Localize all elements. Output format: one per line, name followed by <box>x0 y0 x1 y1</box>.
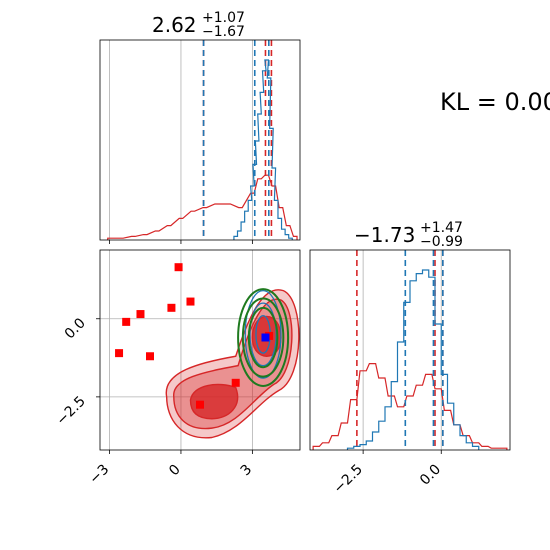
red-point <box>167 303 176 312</box>
red-point <box>122 317 131 326</box>
x-tick-label: 3 <box>238 462 256 480</box>
x-tick-label: 0 <box>166 462 184 480</box>
histogram-series <box>346 269 480 450</box>
green-contour <box>241 297 285 378</box>
red-point <box>196 400 204 409</box>
histogram-series <box>107 174 298 240</box>
y-tick-label: −2.5 <box>53 393 88 428</box>
y-tick-label: 0.0 <box>62 315 89 342</box>
red-point <box>186 297 195 306</box>
y-marginal-title-lower: −0.99 <box>420 234 463 250</box>
histogram-series <box>233 59 293 240</box>
x-marginal-title-upper: +1.07 <box>202 10 245 26</box>
histogram-series <box>312 363 508 450</box>
joint-panel: −3 0 3 0.0 −2.5 <box>53 249 301 488</box>
y-marginal-panel: −2.5 0.0 <box>309 249 511 497</box>
x-marginal-panel <box>99 39 301 244</box>
y-marginal-frame <box>309 249 511 451</box>
red-point <box>174 263 183 272</box>
y-marginal-title: −1.73 <box>354 223 415 247</box>
x-tick-label: −2.5 <box>331 462 366 497</box>
x-marginal-title-lower: −1.67 <box>202 24 245 40</box>
x-marginal-title: 2.62 <box>152 13 197 37</box>
red-point <box>146 352 154 361</box>
blue-contour <box>249 302 277 367</box>
kl-annotation: KL = 0.00 <box>440 88 550 116</box>
density-contour <box>189 383 239 420</box>
green-contour <box>237 288 290 387</box>
x-tick-label: −3 <box>86 462 112 488</box>
joint-frame <box>99 249 301 451</box>
density-contours <box>115 263 300 439</box>
red-point <box>231 378 240 387</box>
x-marginal-frame <box>99 39 301 241</box>
x-tick-label: 0.0 <box>417 462 444 489</box>
blue-point <box>261 333 270 342</box>
red-point <box>136 310 145 319</box>
y-marginal-title-upper: +1.47 <box>420 220 463 236</box>
green-contour <box>247 306 279 369</box>
red-point <box>115 349 124 358</box>
blue-contour <box>244 289 282 379</box>
